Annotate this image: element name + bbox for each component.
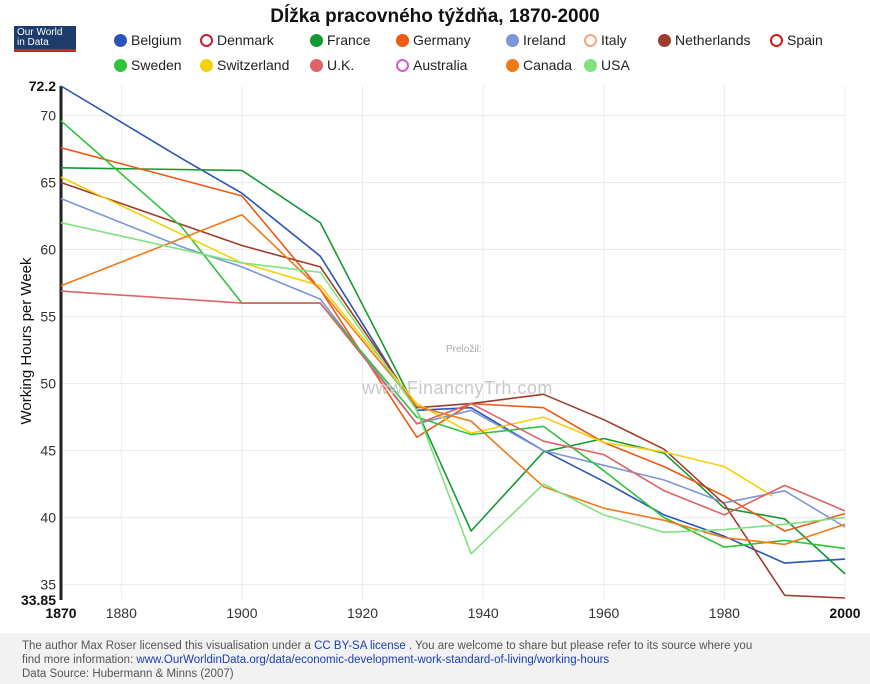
y-tick-label: 35 [40, 577, 56, 593]
legend-label: Germany [413, 32, 471, 48]
y-tick-label: 45 [40, 443, 56, 459]
chart-title: Dĺžka pracovného týždňa, 1870-2000 [270, 6, 600, 27]
series-line-canada [60, 213, 846, 546]
legend-marker-icon [584, 33, 597, 47]
watermark-site: www.FinancnyTrh.com [362, 378, 553, 398]
legend-label: Australia [413, 57, 468, 73]
legend-label: Switzerland [217, 57, 290, 73]
x-tick-label: 1870 [45, 605, 76, 621]
legend-marker-icon [114, 58, 127, 72]
legend-label: Ireland [523, 32, 566, 48]
legend-item[interactable]: Italy [584, 32, 627, 48]
series-line-usa [60, 221, 846, 555]
series-line-france [60, 167, 846, 575]
x-tick-label: 1880 [106, 605, 137, 621]
y-tick-label: 65 [40, 175, 56, 191]
legend-item[interactable]: France [310, 32, 371, 48]
footer: The author Max Roser licensed this visua… [0, 633, 870, 684]
footer-more-info-text: find more information: [22, 654, 137, 666]
legend-marker-icon [506, 58, 519, 72]
y-tick-label: 50 [40, 376, 56, 392]
legend-marker-icon [200, 33, 213, 47]
series-line-ireland [60, 197, 846, 528]
y-tick-label: 60 [40, 242, 56, 258]
watermark-credit-label: Preložil: [446, 344, 482, 355]
series-line-belgium [60, 85, 846, 564]
footer-share-text: . You are welcome to share but please re… [405, 640, 753, 652]
legend-label: Sweden [131, 57, 182, 73]
legend-item[interactable]: Spain [770, 32, 823, 48]
legend-label: Italy [601, 32, 627, 48]
legend-marker-icon [200, 58, 213, 72]
y-tick-label: 55 [40, 309, 56, 325]
legend-item[interactable]: Ireland [506, 32, 566, 48]
legend-item[interactable]: U.K. [310, 57, 354, 73]
source-link[interactable]: www.OurWorldinData.org/data/economic-dev… [136, 654, 610, 666]
legend-item[interactable]: Denmark [200, 32, 274, 48]
legend-item[interactable]: Australia [396, 57, 467, 73]
legend-label: Belgium [131, 32, 182, 48]
footer-license-text: The author Max Roser licensed this visua… [22, 640, 315, 652]
legend-label: Spain [787, 32, 823, 48]
series-line-u-k [60, 290, 846, 516]
legend-marker-icon [114, 33, 127, 47]
legend-item[interactable]: USA [584, 57, 630, 73]
x-tick-label: 2000 [829, 605, 860, 621]
y-max-label: 72.2 [29, 78, 56, 94]
legend-marker-icon [310, 58, 323, 72]
legend-label: Canada [523, 57, 573, 73]
legend-label: Netherlands [675, 32, 751, 48]
logo-line-2: in Data [17, 37, 49, 48]
our-world-in-data-logo[interactable]: Our World in Data [14, 26, 76, 52]
license-link[interactable]: CC BY-SA license [314, 640, 406, 652]
series-line-switzerland [60, 176, 774, 497]
y-tick-label: 70 [40, 107, 56, 123]
logo-line-1: Our World [17, 27, 63, 38]
legend-label: USA [601, 57, 630, 73]
legend-item[interactable]: Canada [506, 57, 572, 73]
legend-label: Denmark [217, 32, 274, 48]
legend-label: U.K. [327, 57, 355, 73]
legend-marker-icon [396, 33, 409, 47]
x-tick-label: 1920 [347, 605, 378, 621]
footer-data-source: Data Source: Hubermann & Minns (2007) [22, 668, 234, 680]
x-tick-label: 1900 [226, 605, 257, 621]
legend-marker-icon [506, 33, 519, 47]
legend-item[interactable]: Sweden [114, 57, 182, 73]
y-axis-title: Working Hours per Week [18, 257, 35, 425]
legend-marker-icon [396, 58, 409, 72]
y-tick-label: 40 [40, 510, 56, 526]
x-tick-label: 1960 [588, 605, 619, 621]
legend-marker-icon [770, 33, 783, 47]
legend-marker-icon [310, 33, 323, 47]
x-tick-label: 1940 [468, 605, 499, 621]
x-tick-label: 1980 [709, 605, 740, 621]
legend-item[interactable]: Switzerland [200, 57, 289, 73]
legend-marker-icon [584, 58, 597, 72]
legend-marker-icon [658, 33, 671, 47]
legend-item[interactable]: Netherlands [658, 32, 751, 48]
series-line-sweden [60, 120, 846, 550]
legend-item[interactable]: Belgium [114, 32, 182, 48]
legend-label: France [327, 32, 371, 48]
legend-item[interactable]: Germany [396, 32, 471, 48]
series-line-netherlands [60, 181, 846, 599]
series-line-germany [60, 146, 846, 532]
y-min-label: 33.85 [21, 592, 56, 608]
